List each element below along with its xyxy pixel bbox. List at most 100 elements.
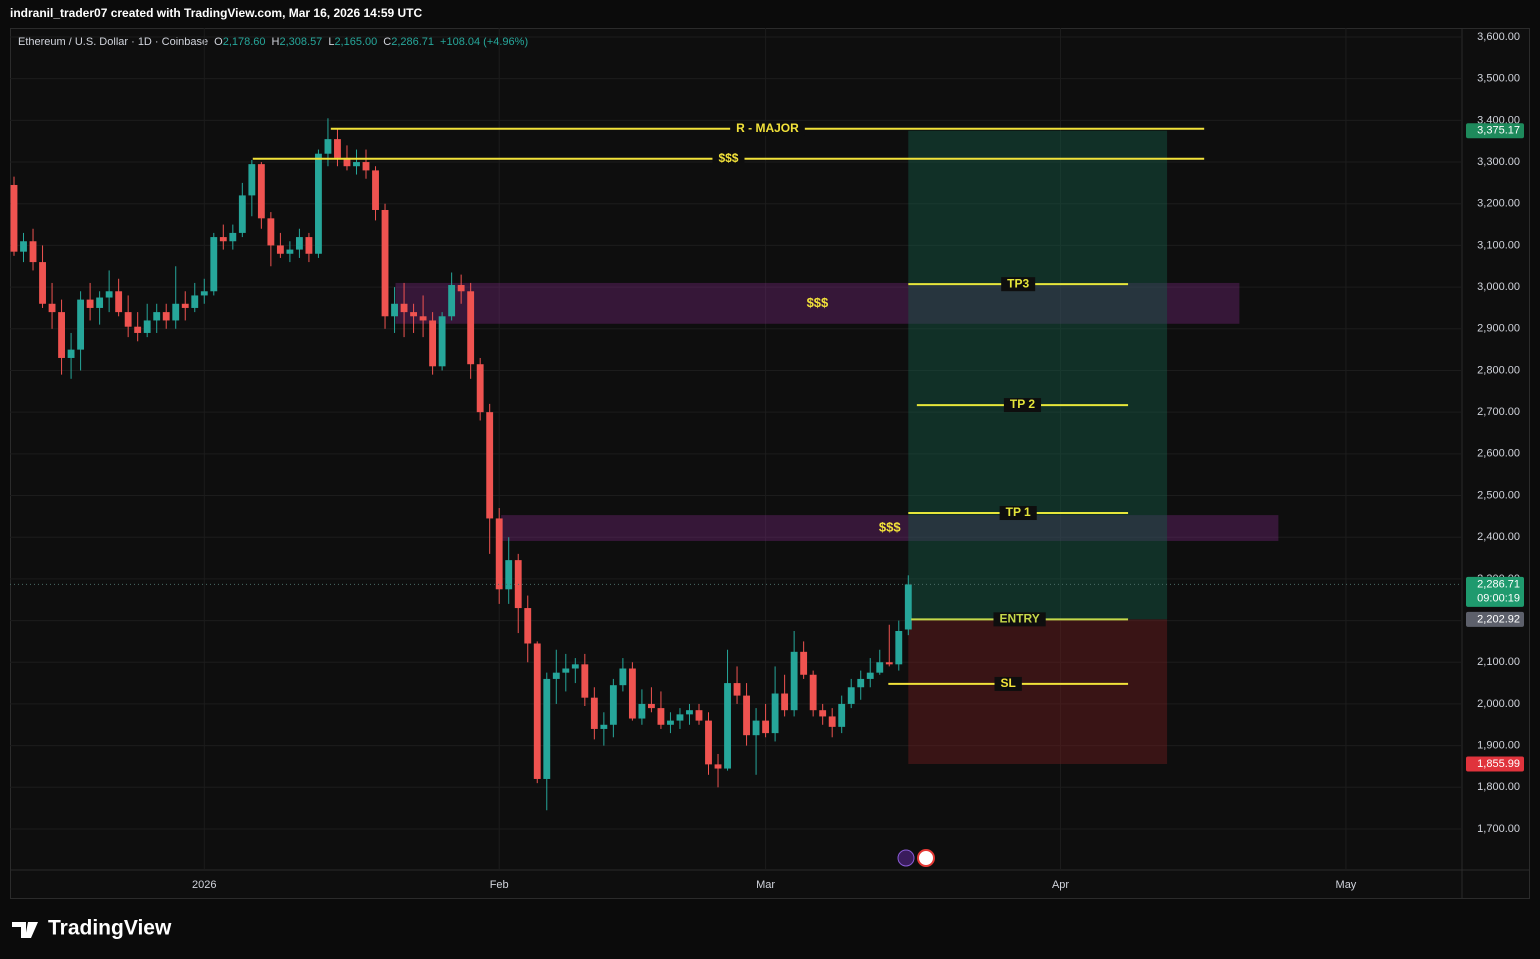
candle-body <box>58 312 65 358</box>
countdown: 09:00:19 <box>1477 592 1520 604</box>
brand-logo <box>12 922 38 938</box>
candle-body <box>29 241 37 263</box>
level-label: TP3 <box>1007 276 1029 290</box>
last-price-badge <box>1466 576 1524 607</box>
candle-body <box>600 724 608 729</box>
x-tick-label: Feb <box>490 879 509 891</box>
y-tick-label: 2,800.00 <box>1477 364 1520 376</box>
legend-symbol: Ethereum / U.S. Dollar · 1D · Coinbase <box>18 36 208 48</box>
candle-body <box>39 262 46 304</box>
logo-icon <box>12 922 38 938</box>
candle-body <box>105 291 113 298</box>
candle-body <box>705 720 712 765</box>
candle-body <box>505 560 513 590</box>
candle-body <box>372 170 379 210</box>
level-label-bg <box>999 506 1037 521</box>
candle-body <box>153 312 161 321</box>
stop-badge <box>1466 756 1524 772</box>
candle-body <box>20 241 27 252</box>
candle-body <box>391 303 398 317</box>
zone <box>501 515 1279 541</box>
candle-body <box>219 237 227 242</box>
candle-body <box>809 674 817 711</box>
candle-body <box>353 162 360 167</box>
zone <box>395 282 1240 324</box>
loss-zone <box>908 619 1168 764</box>
candle-body <box>524 608 532 644</box>
candle-body <box>124 312 132 327</box>
y-tick-label: 3,500.00 <box>1477 73 1520 85</box>
candle-body <box>562 668 570 673</box>
candle-body <box>162 312 170 321</box>
y-tick-label: 2,600.00 <box>1477 448 1520 460</box>
y-tick-label: 2,000.00 <box>1477 698 1520 710</box>
level-label-bg <box>993 612 1046 627</box>
candle-body <box>438 316 446 367</box>
zone-label: $$$ <box>879 519 901 534</box>
event-icon <box>897 849 915 867</box>
zone-label: $$$ <box>807 295 829 310</box>
y-tick-label: 3,200.00 <box>1477 198 1520 210</box>
level-label: $$$ <box>718 151 738 165</box>
candle-body <box>686 710 693 715</box>
candle-body <box>286 249 294 254</box>
candle-body <box>543 678 551 779</box>
legend-value: 2,286.71 <box>391 36 434 48</box>
candle-body <box>857 678 865 688</box>
entry-badge-label: 2,202.92 <box>1477 613 1520 625</box>
candle-body <box>457 285 465 292</box>
legend-key: L <box>328 36 334 48</box>
level-label-bg <box>1003 398 1042 413</box>
candle-body <box>48 303 56 313</box>
candle-body <box>486 412 494 519</box>
level-label: R - MAJOR <box>736 121 799 135</box>
candle-body <box>410 312 418 317</box>
candle-body <box>724 683 731 769</box>
candle-body <box>904 584 912 630</box>
y-tick-label: 2,700.00 <box>1477 406 1520 418</box>
target-badge-label: 3,375.17 <box>1477 125 1520 137</box>
candle-body <box>295 237 303 250</box>
candle-body <box>495 518 503 590</box>
candle-body <box>876 662 884 673</box>
candle-body <box>343 157 351 167</box>
candle-body <box>476 364 484 413</box>
candle-body <box>838 703 846 727</box>
candle-body <box>590 697 598 729</box>
level-label: TP 2 <box>1010 397 1035 411</box>
y-tick-label: 1,900.00 <box>1477 740 1520 752</box>
candle-body <box>533 643 541 779</box>
y-tick-label: 3,300.00 <box>1477 156 1520 168</box>
candle-body <box>619 668 627 686</box>
candle-body <box>581 664 589 698</box>
legend-change: +108.04 (+4.96%) <box>440 36 528 48</box>
last-price-badge-label: 2,286.71 <box>1477 578 1520 590</box>
level-label-bg <box>730 121 805 136</box>
candle-body <box>609 685 617 725</box>
candle-body <box>143 320 151 333</box>
y-tick-label: 2,900.00 <box>1477 323 1520 335</box>
candle-body <box>448 285 456 317</box>
level-label: TP 1 <box>1006 505 1031 519</box>
candle-body <box>828 716 836 727</box>
candle-body <box>676 714 684 721</box>
candle-body <box>571 664 579 669</box>
y-tick-label: 2,500.00 <box>1477 489 1520 501</box>
candle-body <box>257 164 265 219</box>
candle-body <box>200 291 208 296</box>
candle-body <box>315 153 322 254</box>
candle-body <box>800 651 808 675</box>
y-tick-label: 3,100.00 <box>1477 239 1520 251</box>
profit-zone <box>908 130 1168 620</box>
candle-body <box>429 320 437 367</box>
y-tick-label: 2,100.00 <box>1477 656 1520 668</box>
stop-badge-label: 1,855.99 <box>1477 758 1520 770</box>
legend: Ethereum / U.S. Dollar · 1D · Coinbase O2… <box>18 36 528 48</box>
candle-body <box>10 184 18 252</box>
candle-body <box>762 720 770 734</box>
candle-body <box>324 139 332 154</box>
brand: TradingView <box>48 917 172 940</box>
candle-body <box>77 299 85 350</box>
